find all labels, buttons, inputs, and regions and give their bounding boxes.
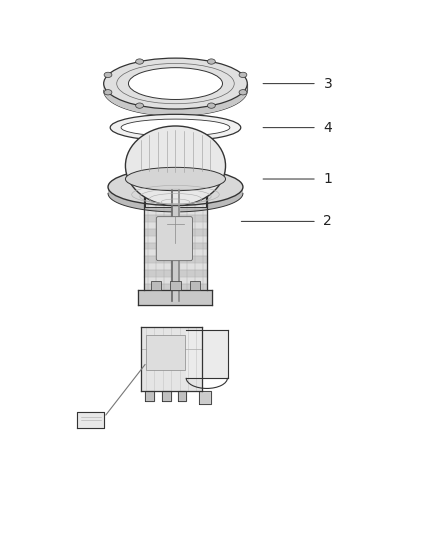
FancyBboxPatch shape <box>190 281 200 290</box>
Ellipse shape <box>110 114 241 141</box>
Polygon shape <box>77 413 104 428</box>
Ellipse shape <box>121 119 230 136</box>
Polygon shape <box>144 249 207 256</box>
Polygon shape <box>144 243 207 249</box>
FancyBboxPatch shape <box>170 281 181 290</box>
FancyBboxPatch shape <box>151 281 161 290</box>
Polygon shape <box>144 215 207 222</box>
Ellipse shape <box>104 58 247 109</box>
Ellipse shape <box>208 103 215 108</box>
Polygon shape <box>144 256 207 263</box>
Polygon shape <box>144 195 207 290</box>
Polygon shape <box>145 193 206 207</box>
Text: 2: 2 <box>323 214 332 229</box>
Ellipse shape <box>104 72 112 77</box>
Ellipse shape <box>104 90 112 95</box>
Polygon shape <box>172 190 179 301</box>
Ellipse shape <box>125 167 226 191</box>
Polygon shape <box>144 270 207 277</box>
Polygon shape <box>144 236 207 243</box>
Ellipse shape <box>239 90 247 95</box>
Polygon shape <box>144 208 207 215</box>
FancyBboxPatch shape <box>156 216 192 261</box>
Ellipse shape <box>208 59 215 64</box>
Ellipse shape <box>136 103 144 108</box>
FancyBboxPatch shape <box>146 335 185 370</box>
Ellipse shape <box>108 168 243 206</box>
Polygon shape <box>104 84 247 116</box>
Polygon shape <box>186 330 228 378</box>
Text: 1: 1 <box>323 172 332 186</box>
Polygon shape <box>144 229 207 236</box>
Polygon shape <box>108 187 243 212</box>
Text: 3: 3 <box>323 77 332 91</box>
Polygon shape <box>162 391 171 401</box>
Polygon shape <box>144 195 207 201</box>
Polygon shape <box>144 263 207 270</box>
Polygon shape <box>144 284 207 290</box>
Ellipse shape <box>128 68 223 100</box>
Polygon shape <box>178 391 186 401</box>
Polygon shape <box>199 391 211 405</box>
Ellipse shape <box>136 59 144 64</box>
Polygon shape <box>144 222 207 229</box>
Polygon shape <box>138 290 212 305</box>
Polygon shape <box>144 201 207 208</box>
Ellipse shape <box>125 126 226 206</box>
Polygon shape <box>145 391 154 401</box>
Polygon shape <box>141 327 201 391</box>
Ellipse shape <box>239 72 247 77</box>
Polygon shape <box>144 277 207 284</box>
Text: 4: 4 <box>323 120 332 134</box>
